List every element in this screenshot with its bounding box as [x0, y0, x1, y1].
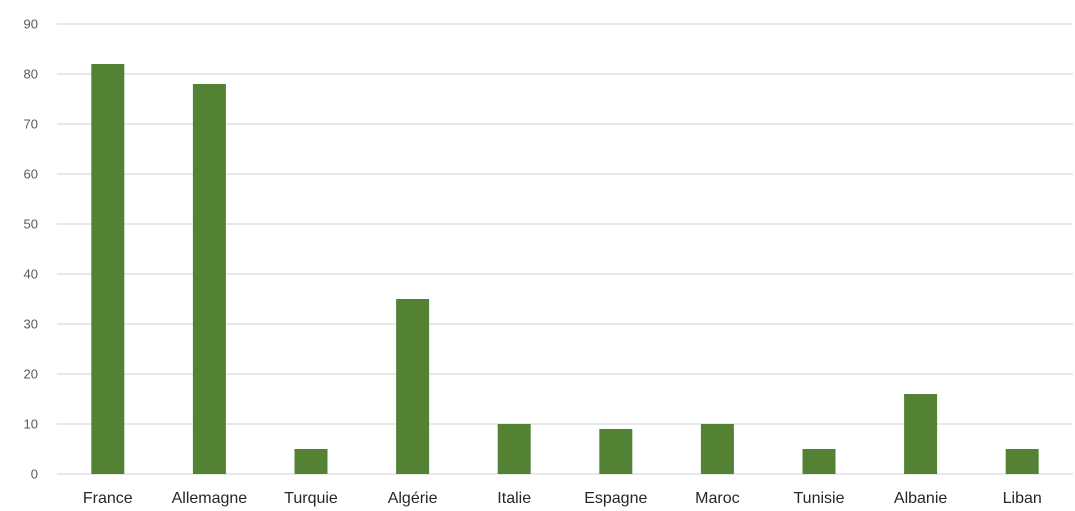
gridlines — [57, 23, 1073, 475]
bar-liban — [1005, 449, 1039, 474]
bar-tunisie — [802, 449, 836, 474]
bar-maroc — [700, 424, 734, 474]
y-tick-label: 80 — [24, 67, 38, 82]
y-tick-label: 50 — [24, 217, 38, 232]
x-axis-labels: France Allemagne Turquie Algérie Italie Espag… — [83, 490, 1042, 507]
bar-france — [91, 64, 125, 474]
y-tick-label: 10 — [24, 417, 38, 432]
x-category-label: Italie — [497, 490, 531, 507]
bar-turquie — [294, 449, 328, 474]
y-tick-label: 60 — [24, 167, 38, 182]
x-category-label: Maroc — [695, 490, 739, 507]
bar-algérie — [396, 299, 430, 474]
x-category-label: Algérie — [388, 490, 438, 507]
y-tick-label: 70 — [24, 117, 38, 132]
x-category-label: Espagne — [584, 490, 647, 507]
y-tick-label: 0 — [31, 467, 38, 482]
bar-albanie — [904, 394, 938, 474]
bar-italie — [497, 424, 531, 474]
bar-espagne — [599, 429, 633, 474]
x-category-label: Liban — [1003, 490, 1042, 507]
x-category-label: Tunisie — [794, 490, 845, 507]
x-category-label: France — [83, 490, 133, 507]
x-category-label: Turquie — [284, 490, 338, 507]
bars — [91, 64, 1039, 474]
y-axis-ticks: 0 10 20 30 40 50 60 70 80 90 — [24, 17, 38, 482]
y-tick-label: 20 — [24, 367, 38, 382]
y-tick-label: 90 — [24, 17, 38, 32]
x-category-label: Albanie — [894, 490, 947, 507]
y-tick-label: 30 — [24, 317, 38, 332]
y-tick-label: 40 — [24, 267, 38, 282]
bar-allemagne — [192, 84, 226, 474]
x-category-label: Allemagne — [172, 490, 248, 507]
